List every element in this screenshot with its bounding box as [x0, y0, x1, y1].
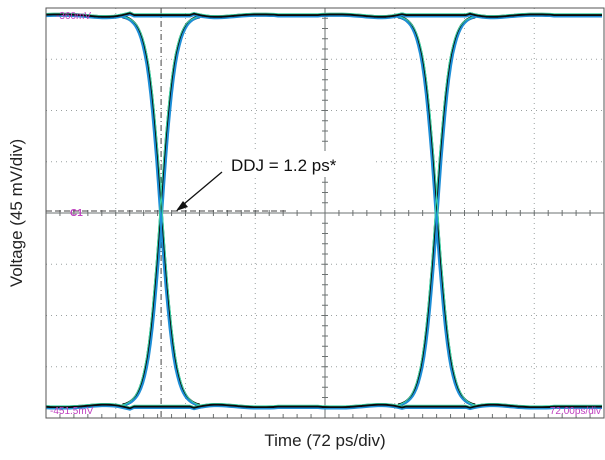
eye-level-rail: [45, 405, 602, 411]
plot-frame: [45, 7, 605, 419]
eye-falling-edge: [399, 16, 477, 406]
eye-level-rail: [45, 403, 602, 411]
annotation-arrowhead: [176, 201, 188, 211]
ddj-annotation: DDJ = 1.2 ps*: [176, 151, 372, 211]
time-scale-label: 72.00ps/div: [550, 406, 601, 417]
annotation-arrow-line: [177, 171, 223, 210]
x-axis-label: Time (72 ps/div): [264, 431, 385, 450]
channel-marker: C1: [70, 208, 83, 219]
y-axis-label: Voltage (45 mV/div): [7, 139, 26, 287]
grid: [46, 8, 604, 418]
eye-level-rail: [45, 11, 602, 19]
eye-level-rail: [45, 14, 602, 20]
eye-rising-edge: [121, 16, 199, 406]
eye-traces: [45, 11, 602, 411]
top-left-level-label: -360mV: [56, 11, 91, 22]
annotation-text-bg: [226, 151, 372, 177]
eye-falling-edge: [123, 16, 201, 406]
annotation-text: DDJ = 1.2 ps*: [231, 156, 337, 175]
eye-level-rail: [45, 11, 602, 16]
bottom-left-level-label: -451.5mV: [50, 406, 94, 417]
eye-rising-edge: [396, 16, 474, 406]
eye-level-rail: [45, 403, 602, 408]
